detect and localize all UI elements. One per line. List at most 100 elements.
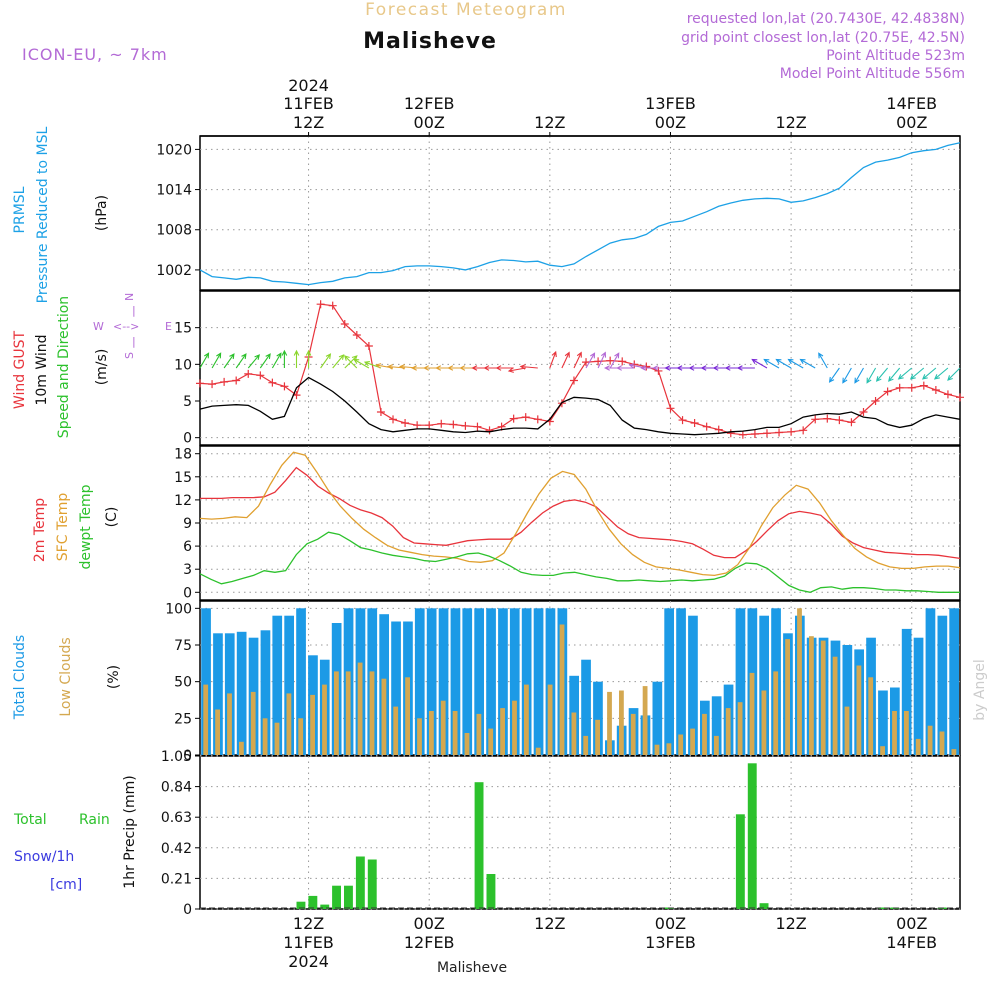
rain-bar [759, 903, 769, 909]
total-cloud-bar [545, 608, 556, 755]
gust-marker [762, 429, 771, 438]
total-cloud-bar [260, 630, 271, 755]
total-cloud-bar [450, 608, 461, 755]
rain-bar [486, 874, 496, 909]
total-cloud-bar [913, 637, 924, 755]
compass-rose: N S W E <--> | | [93, 293, 172, 359]
pressure-labels: PRMSL Pressure Reduced to MSL (hPa) [12, 126, 110, 303]
cloud-label-low: Low Clouds [58, 637, 74, 716]
wind-arrow [519, 364, 538, 370]
top-time-label: 00Z [896, 113, 927, 132]
gust-marker [485, 426, 494, 435]
wind-arrow [947, 367, 961, 381]
top-date-label: 12FEB [404, 94, 455, 113]
low-cloud-bar [666, 743, 672, 755]
wind-arrow [507, 367, 526, 373]
gust-marker [811, 415, 820, 424]
gust-marker [533, 415, 542, 424]
low-cloud-bar [785, 639, 790, 755]
top-time-label: 12Z [775, 113, 806, 132]
gust-marker [702, 422, 711, 431]
precip-label-rain: Rain [79, 812, 110, 828]
total-cloud-bar [688, 615, 698, 755]
y-tick-label: 0 [183, 585, 192, 601]
pressure-line [199, 142, 961, 286]
compass-bar-bottom: | [132, 335, 136, 348]
total-cloud-bar [272, 615, 283, 755]
rain-bar [344, 885, 353, 909]
wind-arrow [561, 351, 570, 369]
gust-marker [196, 379, 204, 388]
gust-marker [714, 425, 723, 434]
rain-bar [367, 859, 377, 909]
low-cloud-bar [749, 672, 755, 755]
gust-marker [835, 416, 844, 425]
bottom-date-label: 11FEB [283, 933, 334, 952]
location-title: Malisheve [363, 29, 497, 54]
bottom-time-label: 12Z [534, 914, 565, 933]
low-cloud-bar [357, 662, 363, 755]
total-cloud-bar [236, 631, 247, 755]
wind-arrow [293, 349, 300, 368]
low-cloud-bar [880, 746, 885, 755]
credit-watermark: by Angel [972, 659, 988, 720]
total-cloud-bar [652, 681, 663, 755]
gust-marker [437, 419, 446, 428]
bottom-date-label: 13FEB [645, 933, 696, 952]
wind-line [199, 376, 961, 436]
low-cloud-bar [369, 671, 375, 755]
y-tick-label: 50 [174, 675, 192, 691]
y-tick-label: 0.42 [161, 841, 192, 857]
temp-label-sfc: SFC Temp [55, 493, 71, 562]
total-cloud-bar [391, 621, 401, 755]
low-cloud-bar [429, 711, 434, 755]
low-cloud-bar [274, 722, 280, 755]
wind-arrow [353, 358, 370, 369]
wind-arrow [597, 351, 607, 369]
low-cloud-bar [405, 677, 410, 755]
low-cloud-bar [215, 709, 220, 755]
gust-marker [268, 378, 277, 387]
low-cloud-bar [820, 640, 826, 755]
y-tick-label: 1020 [156, 142, 192, 158]
low-cloud-bar [203, 684, 209, 755]
wind-label-gust: Wind GUST [12, 330, 28, 409]
rain-bar [878, 907, 888, 909]
gust-marker [569, 376, 578, 385]
low-cloud-bar [524, 684, 529, 755]
gust-marker [750, 430, 759, 438]
precip-bars [200, 763, 960, 909]
y-tick-label: 0 [183, 431, 192, 447]
gust-marker [208, 380, 217, 389]
top-date-label: 11FEB [283, 94, 334, 113]
low-cloud-bar [868, 677, 874, 755]
y-tick-label: 75 [174, 638, 192, 654]
cloud-labels: Total Clouds Low Clouds (%) [12, 635, 122, 720]
gust-marker [799, 426, 808, 435]
precip-unit: 1hr Precip (mm) [122, 775, 138, 888]
total-cloud-bar [296, 608, 306, 755]
top-date-label: 13FEB [645, 94, 696, 113]
low-cloud-bar [381, 678, 387, 755]
low-cloud-bar [440, 700, 446, 755]
gust-marker [618, 357, 627, 366]
bottom-time-label: 12Z [293, 914, 324, 933]
temp-labels: 2m Temp SFC Temp dewpt Temp (C) [32, 484, 120, 569]
total-cloud-bar [284, 615, 294, 755]
gust-marker [859, 408, 868, 416]
top-date-label: 14FEB [886, 94, 937, 113]
gust-marker [316, 300, 325, 309]
precip-label-cm: [cm] [50, 877, 82, 893]
bottom-date-label: 14FEB [886, 933, 937, 952]
low-cloud-bar [892, 711, 897, 755]
total-cloud-bar [474, 608, 484, 755]
low-cloud-bar [702, 713, 707, 755]
total-cloud-bar [426, 608, 437, 755]
low-cloud-bar [250, 691, 256, 755]
cloud-label-total: Total Clouds [12, 635, 28, 720]
wind-unit: (m/s) [94, 349, 110, 386]
low-cloud-bar [595, 719, 600, 755]
low-cloud-bar [334, 671, 339, 755]
low-cloud-bar [417, 718, 422, 755]
